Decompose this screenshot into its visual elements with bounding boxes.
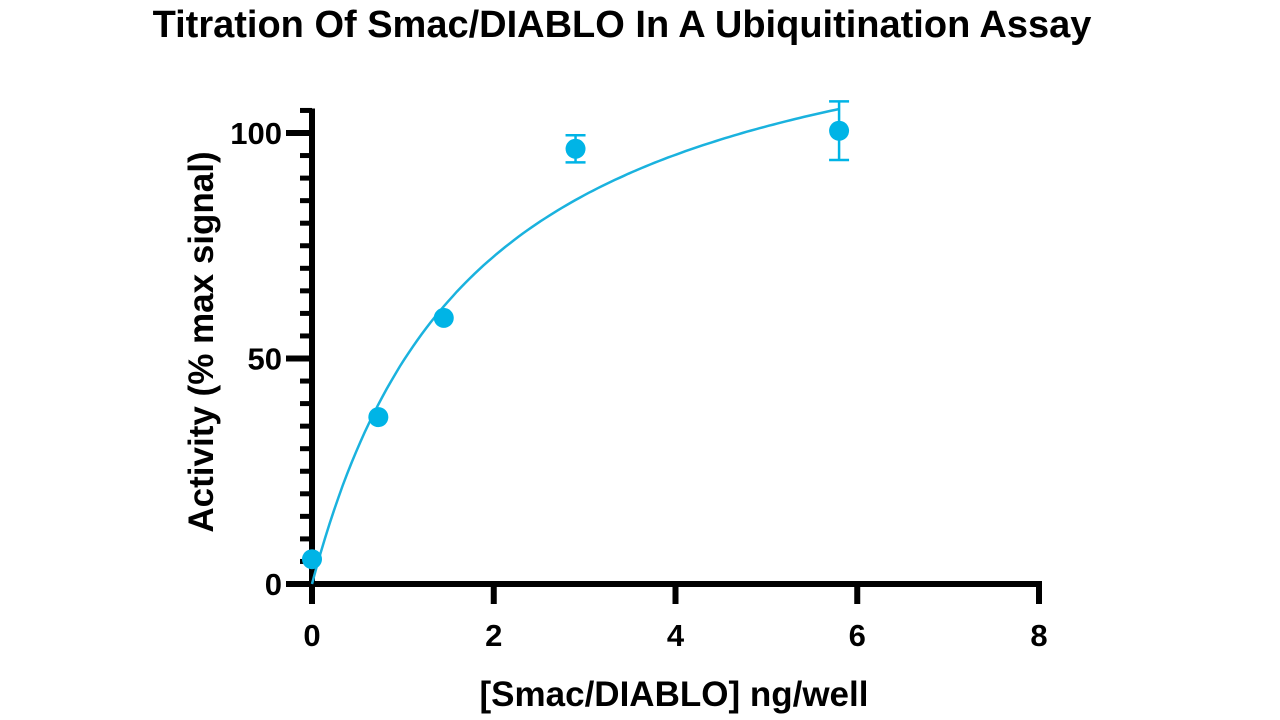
x-axis-label: [Smac/DIABLO] ng/well bbox=[480, 675, 869, 714]
x-tick-label: 2 bbox=[485, 618, 502, 653]
x-tick-label: 8 bbox=[1030, 618, 1047, 653]
data-point bbox=[433, 307, 454, 328]
data-point bbox=[368, 407, 389, 428]
x-tick-label: 6 bbox=[849, 618, 866, 653]
y-tick-label: 0 bbox=[265, 567, 282, 602]
axes: 0 50 100 0 2 4 6 8 bbox=[230, 107, 1048, 653]
data-point bbox=[565, 138, 586, 159]
chart-title: Titration Of Smac/DIABLO In A Ubiquitina… bbox=[152, 4, 1092, 46]
data-point bbox=[302, 549, 322, 570]
fit-curve bbox=[310, 107, 840, 585]
fit-curve-group bbox=[310, 107, 840, 585]
x-tick-label: 4 bbox=[667, 618, 685, 653]
data-points bbox=[302, 100, 850, 570]
y-tick-label: 50 bbox=[248, 342, 282, 377]
y-axis-label: Activity (% max signal) bbox=[182, 151, 221, 532]
y-tick-label: 100 bbox=[230, 116, 282, 151]
data-point bbox=[829, 120, 850, 141]
x-tick-label: 0 bbox=[303, 618, 320, 653]
